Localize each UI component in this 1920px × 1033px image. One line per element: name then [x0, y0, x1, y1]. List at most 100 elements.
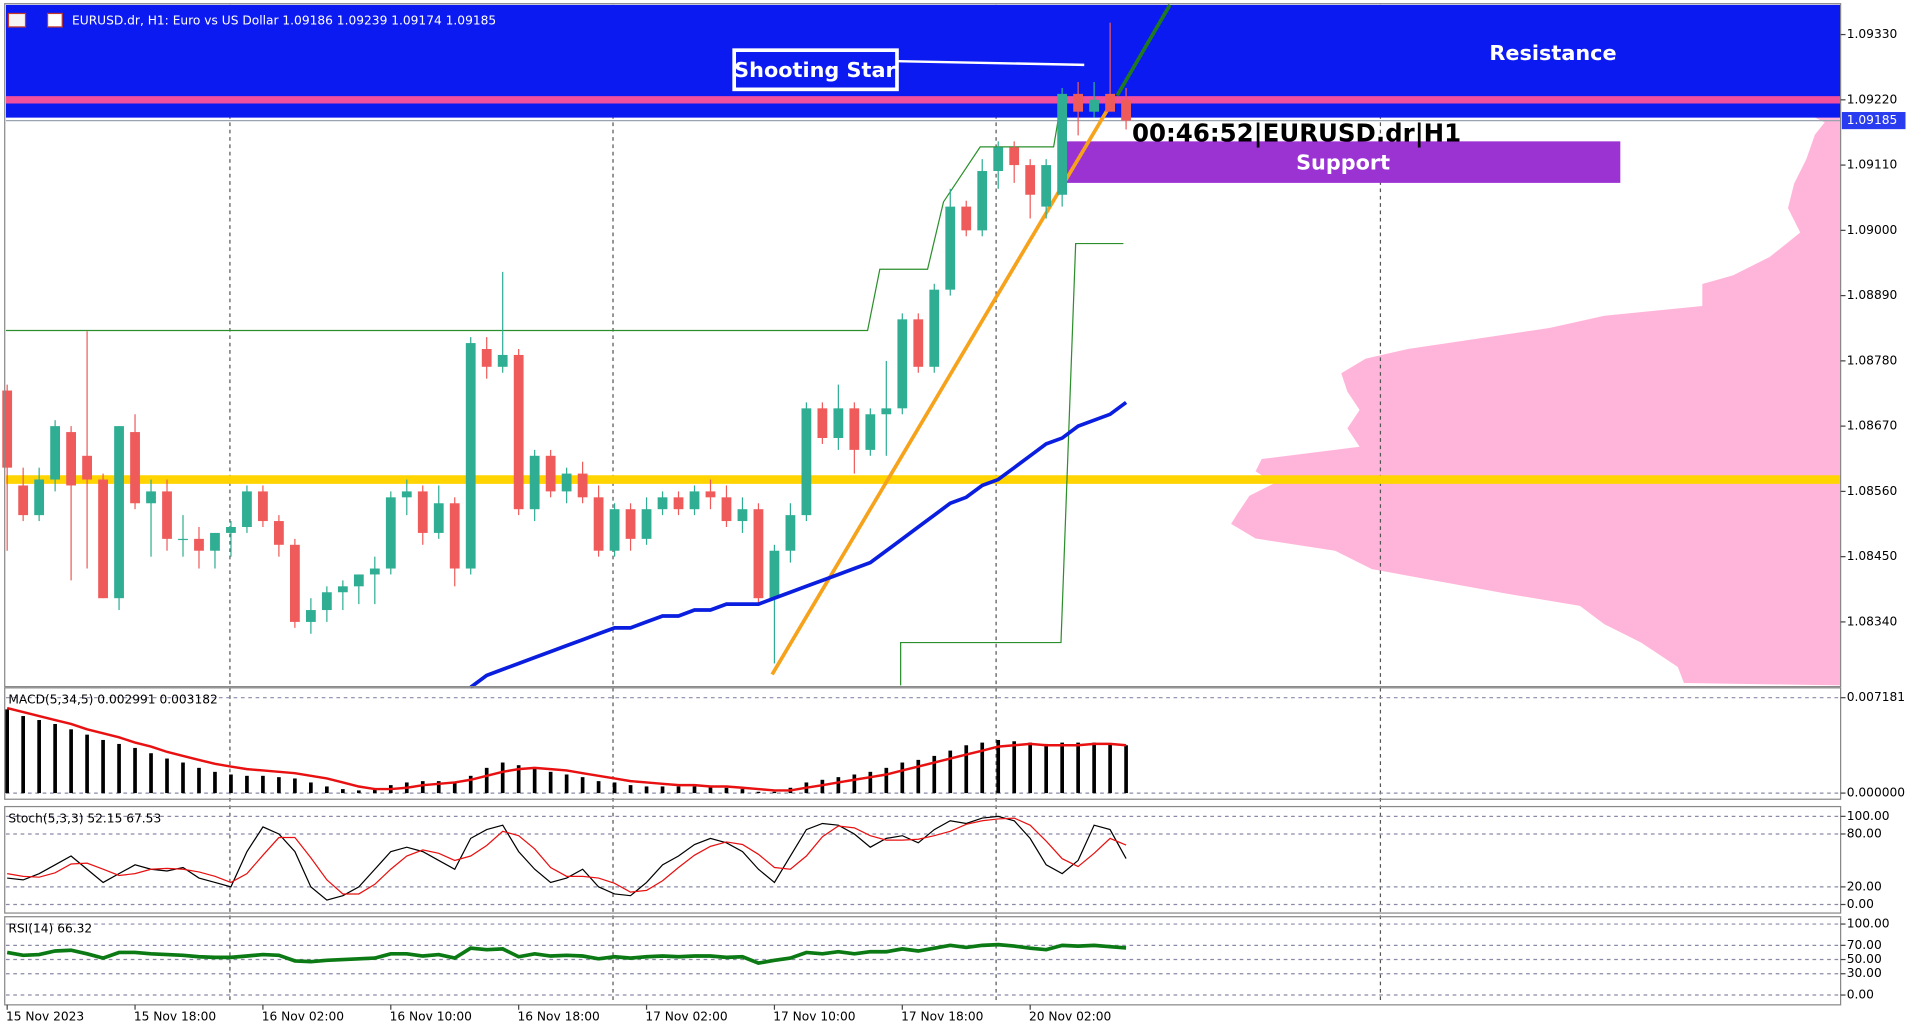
- candle-body: [801, 408, 812, 516]
- candle-body: [593, 497, 604, 551]
- macd-bar: [900, 762, 905, 794]
- macd-bar: [372, 789, 377, 794]
- macd-bar: [484, 767, 489, 794]
- panel-title: MACD(5,34,5) 0.002991 0.003182: [8, 693, 217, 707]
- candle-body: [625, 509, 636, 539]
- candle-body: [561, 473, 572, 492]
- macd-bar: [229, 774, 233, 794]
- macd-bar: [836, 777, 841, 794]
- candle-body: [1041, 165, 1052, 207]
- macd-bar: [165, 758, 169, 794]
- annotation-pointer: [898, 59, 1085, 67]
- volume-profile: [1231, 4, 1841, 686]
- macd-bar: [69, 729, 73, 794]
- candle-body: [369, 568, 380, 575]
- panel-frame: [4, 916, 1842, 1006]
- macd-bar: [612, 782, 617, 794]
- macd-bar: [1108, 743, 1112, 794]
- candle-body: [210, 532, 220, 551]
- vertical-grid: [229, 4, 1382, 1004]
- candle-body: [737, 509, 748, 522]
- macd-bar: [1028, 742, 1033, 794]
- candle-body: [321, 592, 332, 611]
- candle-body: [513, 354, 524, 510]
- annotation-label: 00:46:52|EURUSD.dr|H1: [1132, 119, 1461, 148]
- candle-body: [1073, 93, 1084, 112]
- candle-body: [817, 408, 828, 438]
- candle-body: [353, 574, 364, 587]
- candle-body: [833, 408, 844, 438]
- macd-bar: [197, 767, 201, 794]
- macd-bar: [309, 782, 313, 794]
- y-tick-label: 1.08890: [1847, 288, 1898, 302]
- annotation-label: Shooting Star: [734, 58, 896, 82]
- macd-bar: [980, 742, 985, 794]
- y-tick-label: 0.00: [1847, 897, 1874, 911]
- candle-body: [114, 426, 124, 599]
- y-tick-label: 30.00: [1847, 966, 1882, 980]
- macd-bar: [85, 734, 89, 794]
- macd-bar: [277, 777, 281, 794]
- channel-line: [5, 102, 1062, 332]
- menu-icon[interactable]: [7, 12, 27, 28]
- macd-bar: [724, 787, 729, 794]
- candle-body: [961, 206, 972, 231]
- candle-body: [881, 408, 892, 415]
- y-tick-label: 100.00: [1847, 917, 1890, 931]
- candle-body: [1009, 147, 1020, 166]
- candle-body: [1089, 99, 1100, 112]
- macd-bar: [1060, 742, 1064, 794]
- candle-body: [769, 550, 780, 599]
- x-tick-label: 16 Nov 02:00: [262, 1010, 344, 1024]
- candle-body: [34, 479, 45, 516]
- y-tick-label: 1.08560: [1847, 484, 1898, 498]
- macd-bar: [532, 767, 537, 794]
- candle-body: [945, 206, 956, 290]
- x-tick-label: 20 Nov 02:00: [1029, 1010, 1111, 1024]
- panel-frames: [4, 3, 1842, 1006]
- macd-bar: [149, 753, 153, 794]
- macd-bar: [596, 781, 601, 794]
- candle-body: [849, 408, 860, 450]
- y-tick-label: 1.08780: [1847, 353, 1898, 367]
- candle-body: [2, 390, 13, 468]
- x-tick-label: 15 Nov 2023: [6, 1010, 84, 1024]
- macd-bar: [468, 775, 473, 794]
- macd-bar: [325, 786, 329, 794]
- x-tick-label: 17 Nov 18:00: [901, 1010, 983, 1024]
- candle-body: [753, 509, 764, 599]
- macd-bar: [117, 743, 121, 794]
- x-tick-label: 17 Nov 02:00: [645, 1010, 727, 1024]
- candle-body: [417, 491, 428, 533]
- y-tick-label: 20.00: [1847, 879, 1882, 893]
- macd-bar: [356, 790, 361, 794]
- candle-body: [465, 343, 476, 569]
- macd-bar: [420, 781, 425, 794]
- symbol-icon[interactable]: [46, 12, 63, 28]
- macd-bar: [1124, 745, 1128, 794]
- macd-bar: [53, 724, 57, 794]
- candle-body: [337, 586, 348, 593]
- candle-body: [50, 426, 61, 480]
- macd-bar: [341, 789, 345, 794]
- candle-body: [242, 491, 252, 527]
- zone-label: Resistance: [1489, 41, 1616, 65]
- macd-bar: [852, 774, 857, 794]
- macd-bar: [181, 762, 185, 794]
- candle-body: [1105, 93, 1115, 112]
- candle-body: [577, 473, 588, 498]
- macd-bar: [548, 771, 553, 794]
- candle-body: [481, 349, 492, 367]
- x-tick-label: 16 Nov 10:00: [390, 1010, 472, 1024]
- macd-bar: [1092, 742, 1096, 794]
- y-tick-label: 0.007181: [1847, 690, 1905, 704]
- y-tick-label: 100.00: [1847, 809, 1890, 823]
- zone-label: Support: [1296, 150, 1390, 174]
- candle-body: [433, 503, 444, 533]
- macd-bar: [692, 786, 697, 794]
- candle-body: [865, 414, 876, 450]
- candle-body: [66, 432, 77, 486]
- candle-body: [194, 538, 204, 551]
- candle-body: [178, 538, 188, 541]
